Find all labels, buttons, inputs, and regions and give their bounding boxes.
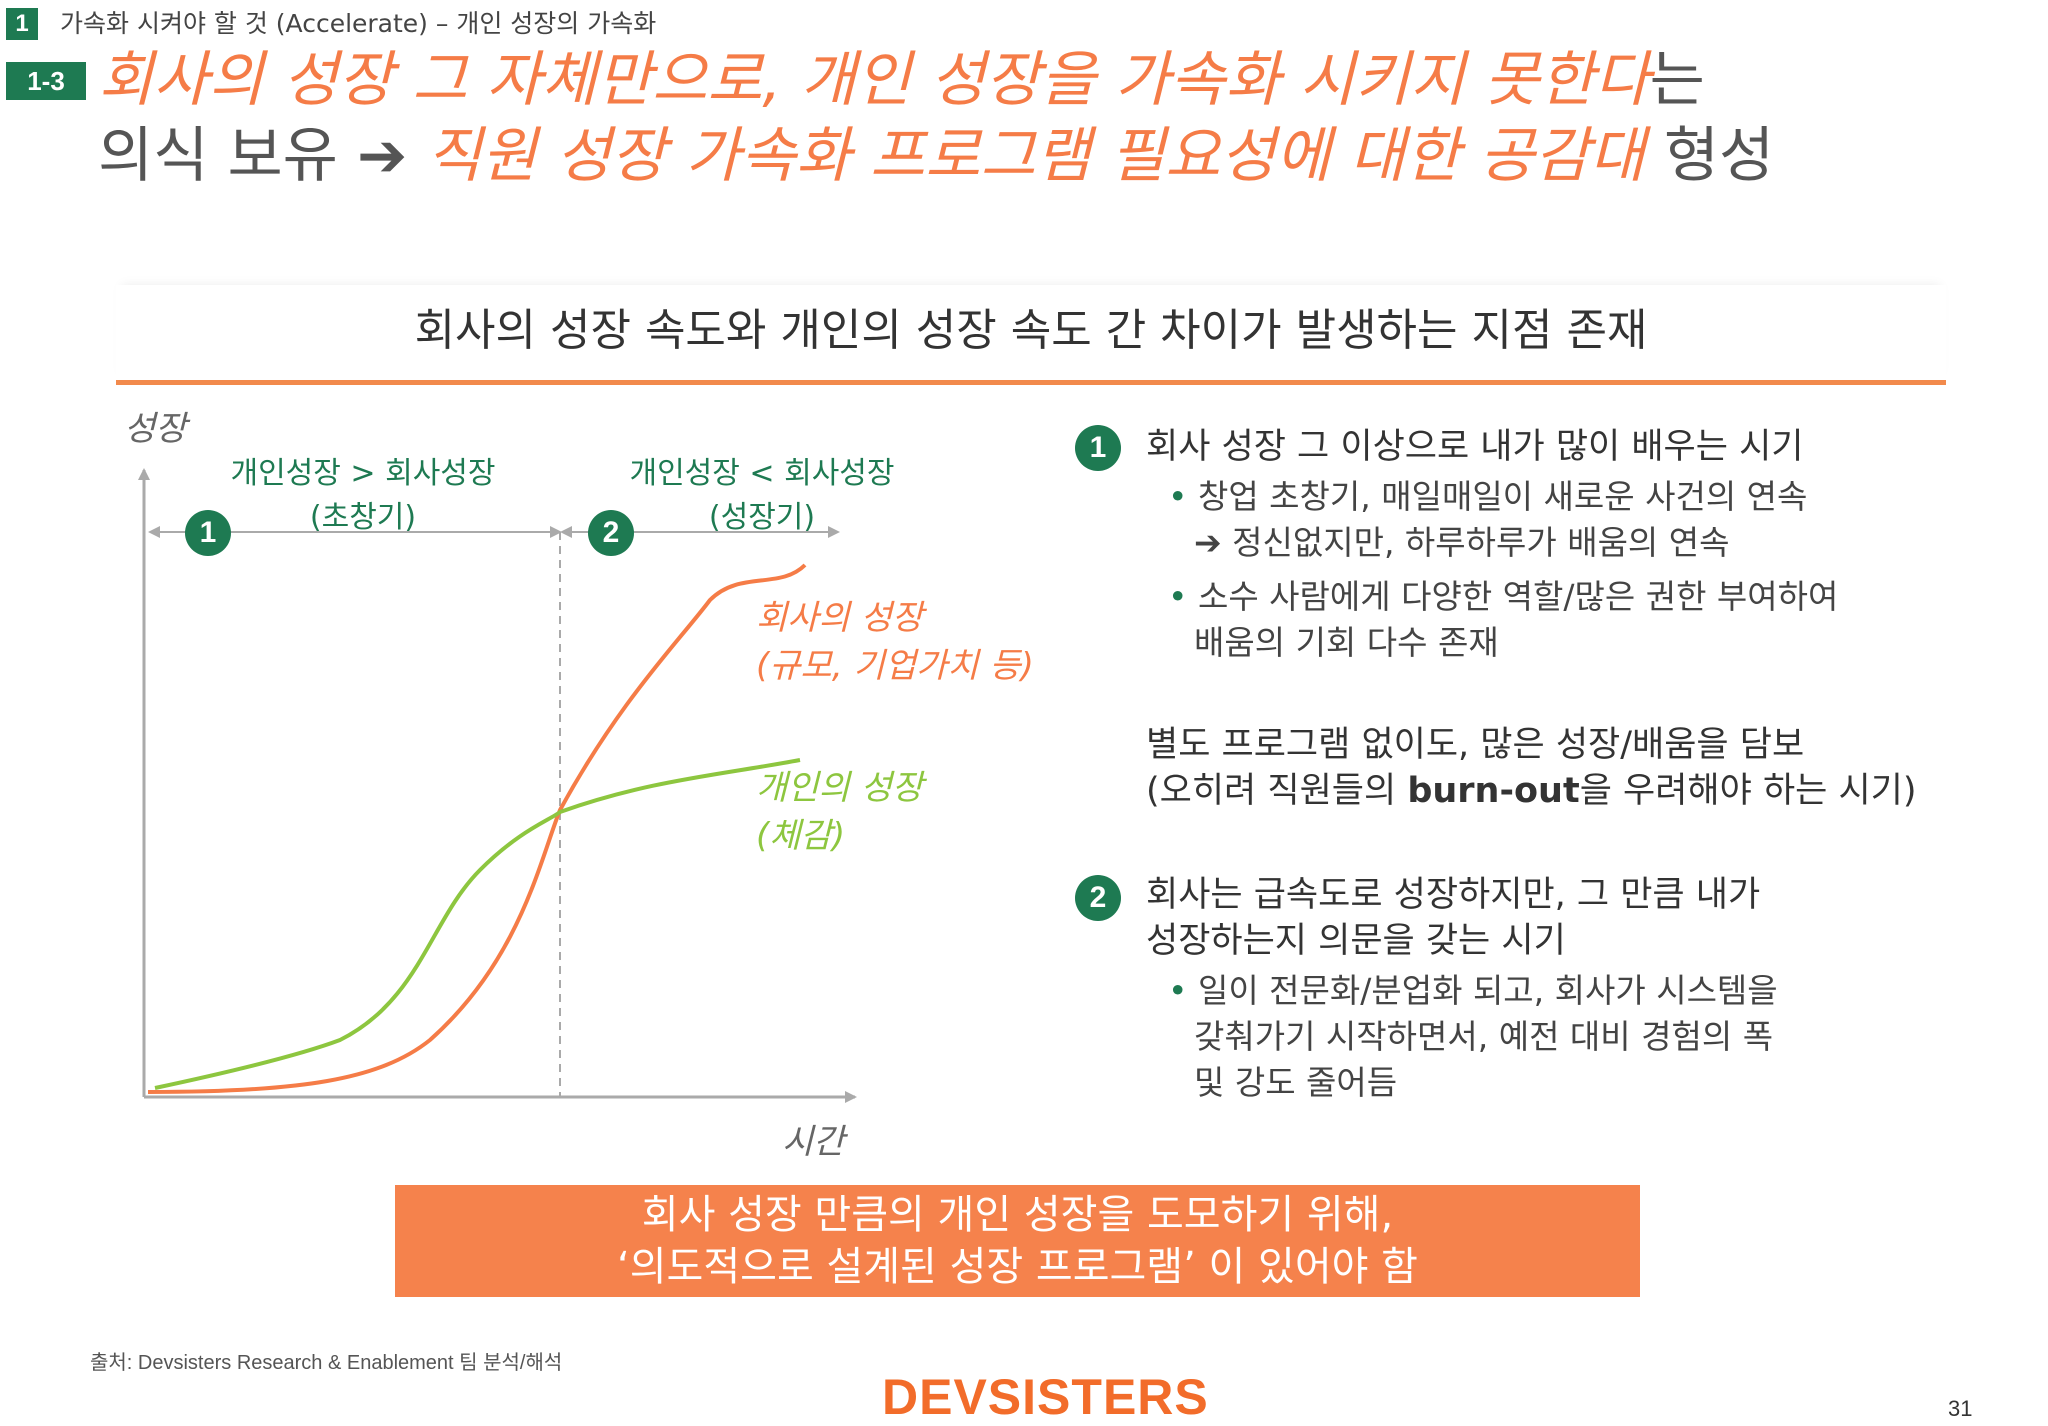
personal-curve-title: 개인의 성장: [756, 768, 924, 808]
callout-line2: ‘의도적으로 설계된 성장 프로그램’ 이 있어야 함: [617, 1244, 1418, 1290]
company-growth-curve: [147, 563, 807, 1094]
title-text-3: 형성: [1663, 121, 1775, 191]
phase2-label: 개인성장 < 회사성장 (성장기): [617, 448, 907, 536]
page-title-line2: 의식 보유 ➔ 직원 성장 가속화 프로그램 필요성에 대한 공감대 형성: [98, 120, 1774, 192]
title-emphasis-1: 회사의 성장 그 자체만으로, 개인 성장을 가속화 시키지 못한다: [98, 45, 1650, 115]
source-note: 출처: Devsisters Research & Enablement 팀 분…: [90, 1352, 563, 1374]
point1-bullet2-line2: 배움의 기회 다수 존재: [1194, 623, 1499, 662]
phase1-marker: 1: [185, 510, 231, 556]
point1-bullet1-line1: 창업 초창기, 매일매일이 새로운 사건의 연속: [1197, 477, 1808, 516]
middle-statement-bold: burn-out: [1407, 771, 1580, 811]
personal-growth-curve: [154, 758, 801, 1090]
phase1-subtitle: (초창기): [309, 500, 417, 535]
breadcrumb: 가속화 시켜야 할 것 (Accelerate) – 개인 성장의 가속화: [60, 9, 657, 38]
personal-curve-subtitle: (체감): [756, 816, 846, 856]
phase1-label: 개인성장 > 회사성장 (초창기): [218, 448, 508, 536]
x-axis-label: 시간: [782, 1122, 845, 1162]
point1-bullet1-line2: ➔ 정신없지만, 하루하루가 배움의 연속: [1194, 523, 1730, 562]
page-title-line1: 회사의 성장 그 자체만으로, 개인 성장을 가속화 시키지 못한다는: [98, 44, 1705, 116]
page-number: 31: [1948, 1396, 1973, 1421]
point2-bullet1-line3: 및 강도 줄어듬: [1194, 1063, 1398, 1102]
company-curve-label: 회사의 성장 (규모, 기업가치 등): [756, 594, 1034, 690]
phase2-title: 개인성장 < 회사성장: [629, 456, 895, 491]
point2-bullet1: • 일이 전문화/분업화 되고, 회사가 시스템을 갖춰가기 시작하면서, 예전…: [1168, 968, 1778, 1106]
conclusion-callout: 회사 성장 만큼의 개인 성장을 도모하기 위해, ‘의도적으로 설계된 성장 …: [395, 1185, 1640, 1297]
point2-bullet1-line2: 갖춰가기 시작하면서, 예전 대비 경험의 폭: [1194, 1017, 1774, 1056]
middle-statement-line2b: 을 우려해야 하는 시기): [1579, 771, 1917, 811]
point1-marker: 1: [1075, 425, 1121, 471]
subtitle: 회사의 성장 속도와 개인의 성장 속도 간 차이가 발생하는 지점 존재: [414, 305, 1648, 356]
phase2-subtitle: (성장기): [708, 500, 816, 535]
point2-heading: 회사는 급속도로 성장하지만, 그 만큼 내가 성장하는지 의문을 갖는 시기: [1146, 872, 1760, 964]
point2-heading-line1: 회사는 급속도로 성장하지만, 그 만큼 내가: [1146, 875, 1761, 915]
title-emphasis-2: 직원 성장 가속화 프로그램 필요성에 대한 공감대: [426, 121, 1645, 191]
point1-bullet2-line1: 소수 사람에게 다양한 역할/많은 권한 부여하여: [1197, 577, 1839, 616]
y-axis-label: 성장: [124, 409, 187, 449]
company-logo: DEVSISTERS: [882, 1369, 1209, 1425]
point2-marker: 2: [1075, 875, 1121, 921]
middle-statement-line2a: (오히려 직원들의: [1146, 771, 1408, 811]
company-curve-title: 회사의 성장: [756, 598, 924, 638]
middle-statement: 별도 프로그램 없이도, 많은 성장/배움을 담보 (오히려 직원들의 burn…: [1146, 722, 1917, 814]
phase1-title: 개인성장 > 회사성장: [230, 456, 496, 491]
point1-bullet1: • 창업 초창기, 매일매일이 새로운 사건의 연속 ➔ 정신없지만, 하루하루…: [1168, 474, 1807, 566]
subtitle-banner: 회사의 성장 속도와 개인의 성장 속도 간 차이가 발생하는 지점 존재: [116, 285, 1946, 385]
middle-statement-line1: 별도 프로그램 없이도, 많은 성장/배움을 담보: [1146, 725, 1805, 765]
breadcrumb-number: 1: [6, 8, 38, 40]
point1-heading: 회사 성장 그 이상으로 내가 많이 배우는 시기: [1146, 427, 1804, 467]
title-text-2: 의식 보유: [98, 121, 338, 191]
title-text-1: 는: [1649, 45, 1705, 115]
phase2-marker: 2: [588, 510, 634, 556]
point1-bullet2: • 소수 사람에게 다양한 역할/많은 권한 부여하여 배움의 기회 다수 존재: [1168, 574, 1838, 666]
point2-bullet1-line1: 일이 전문화/분업화 되고, 회사가 시스템을: [1197, 971, 1778, 1010]
point2-heading-line2: 성장하는지 의문을 갖는 시기: [1146, 921, 1566, 961]
personal-curve-label: 개인의 성장 (체감): [756, 764, 923, 860]
arrow-right-icon: ➔: [356, 121, 408, 191]
callout-line1: 회사 성장 만큼의 개인 성장을 도모하기 위해,: [641, 1192, 1394, 1238]
section-number: 1-3: [6, 62, 86, 100]
company-curve-subtitle: (규모, 기업가치 등): [756, 646, 1034, 686]
